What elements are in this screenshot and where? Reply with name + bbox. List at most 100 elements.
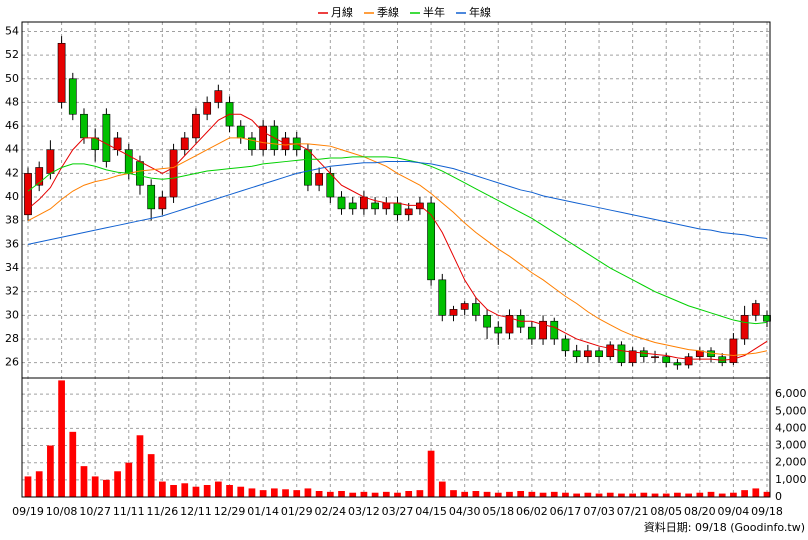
candle-body — [124, 149, 133, 174]
candle-body — [326, 173, 335, 198]
volume-bar — [618, 493, 625, 497]
candle-body — [438, 279, 447, 316]
candle-body — [628, 350, 637, 363]
x-tick-label: 03/27 — [382, 505, 414, 518]
volume-bar — [651, 493, 659, 497]
y2-tick-label: 0 — [775, 490, 782, 503]
volume-bar — [427, 450, 435, 497]
volume-bar — [69, 431, 77, 497]
x-tick-label: 07/03 — [583, 505, 615, 518]
y-tick-label: 48 — [5, 95, 19, 108]
x-tick-label: 05/18 — [482, 505, 514, 518]
volume-bar — [450, 490, 457, 497]
volume-bar — [517, 490, 525, 497]
x-tick-label: 10/08 — [46, 505, 78, 518]
candle-body — [662, 356, 671, 363]
candle-body — [740, 315, 749, 340]
candle-body — [192, 113, 200, 139]
ma-line — [27, 156, 768, 325]
x-tick-label: 04/15 — [415, 505, 447, 518]
candle-body — [460, 303, 469, 310]
x-tick-label: 06/02 — [516, 505, 548, 518]
candle-body — [595, 350, 603, 358]
volume-bar — [562, 492, 569, 497]
candle-body — [248, 137, 256, 151]
y-tick-label: 50 — [5, 72, 19, 85]
y2-tick-label: 6,000 — [775, 387, 807, 400]
y-tick-label: 28 — [5, 332, 19, 345]
volume-bar — [696, 492, 704, 497]
volume-bar — [237, 486, 245, 497]
candle-body — [180, 137, 189, 151]
candle-body — [651, 356, 659, 359]
volume-bar — [483, 491, 491, 497]
x-tick-label: 06/17 — [550, 505, 582, 518]
x-tick-label: 12/11 — [180, 505, 212, 518]
volume-bar — [114, 471, 121, 497]
ma-line — [27, 113, 768, 361]
candle-body — [382, 202, 391, 210]
candle-body — [371, 202, 379, 210]
volume-bar — [282, 489, 289, 497]
candle-body — [763, 315, 771, 322]
volume-bar — [203, 484, 211, 497]
candle-body — [147, 184, 156, 210]
volume-bar — [405, 490, 413, 497]
x-tick-label: 07/21 — [617, 505, 649, 518]
volume-bar — [584, 492, 592, 497]
candle-body — [348, 202, 357, 210]
candle-body — [158, 196, 167, 210]
volume-bar — [147, 454, 155, 497]
volume-bar — [338, 490, 345, 497]
x-tick-label: 10/27 — [79, 505, 111, 518]
volume-bar — [159, 481, 166, 497]
volume-bar — [550, 491, 558, 497]
plot-background — [22, 22, 770, 497]
candle-body — [57, 42, 66, 103]
candle-body — [572, 350, 581, 358]
volume-bar — [58, 380, 65, 497]
volume-bar — [662, 493, 670, 497]
x-tick-label: 08/20 — [684, 505, 716, 518]
y-tick-label: 52 — [5, 48, 19, 61]
candle-body — [449, 309, 458, 316]
volume-bar — [730, 492, 737, 497]
legend-label: 年線 — [469, 5, 491, 19]
ma-line — [27, 137, 768, 357]
x-tick-label: 12/29 — [214, 505, 246, 518]
legend-label: 季線 — [377, 5, 399, 19]
x-tick-label: 01/14 — [247, 505, 279, 518]
y2-tick-label: 4,000 — [775, 421, 807, 434]
candle-body — [203, 102, 212, 115]
volume-bar — [349, 492, 357, 497]
candle-body — [360, 196, 368, 210]
candle-body — [583, 350, 592, 358]
volume-bar — [125, 462, 133, 497]
volume-bar — [214, 481, 222, 497]
volume-bar — [741, 490, 748, 497]
volume-bar — [438, 481, 446, 497]
volume-bar — [226, 484, 233, 497]
volume-bar — [752, 488, 760, 497]
candle-body — [68, 78, 77, 115]
volume-bar — [629, 493, 636, 497]
candle-body — [550, 320, 559, 340]
volume-bar — [640, 492, 648, 497]
candle-body — [24, 173, 32, 216]
legend-label: 月線 — [331, 5, 353, 19]
legend-label: 半年 — [423, 5, 445, 19]
y-tick-label: 26 — [5, 356, 19, 369]
volume-frame — [21, 377, 771, 498]
y-tick-label: 44 — [5, 143, 19, 156]
candle-body — [136, 161, 144, 186]
volume-bar — [606, 492, 614, 497]
volume-bar — [573, 493, 581, 497]
x-tick-label: 11/26 — [147, 505, 179, 518]
y-tick-label: 46 — [5, 119, 19, 132]
volume-bar — [259, 490, 267, 497]
volume-bar — [539, 492, 547, 497]
y-tick-label: 42 — [5, 166, 19, 179]
candle-body — [80, 113, 88, 139]
